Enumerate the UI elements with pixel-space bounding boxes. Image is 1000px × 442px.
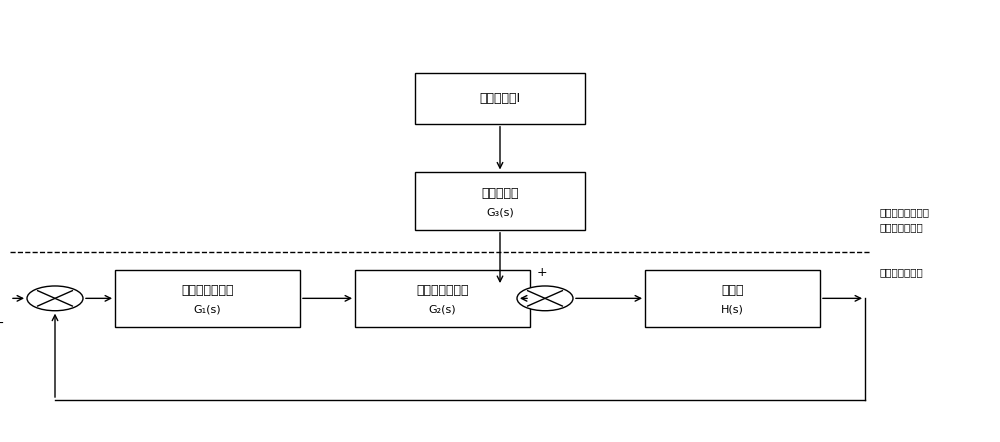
Bar — [355, 270, 530, 327]
Text: 气浮台控制算法: 气浮台控制算法 — [181, 284, 234, 297]
Text: G₃(s): G₃(s) — [486, 208, 514, 217]
Text: G₂(s): G₂(s) — [429, 305, 456, 315]
Circle shape — [27, 286, 83, 311]
Text: +: + — [537, 267, 548, 279]
Text: 电流生成器I: 电流生成器I — [479, 92, 521, 105]
Text: −: − — [0, 317, 4, 330]
Text: 气浮台: 气浮台 — [721, 284, 744, 297]
Bar — [415, 172, 585, 230]
Text: 干扰力矩模拟器: 干扰力矩模拟器 — [880, 223, 924, 232]
Circle shape — [517, 286, 573, 311]
Text: 气浮台试验系统: 气浮台试验系统 — [880, 267, 924, 277]
Text: G₁(s): G₁(s) — [194, 305, 221, 315]
Bar — [115, 270, 300, 327]
Text: 磁浮作动器: 磁浮作动器 — [481, 187, 519, 200]
Text: 基于磁浮作动器的: 基于磁浮作动器的 — [880, 207, 930, 217]
Bar — [645, 270, 820, 327]
Bar — [415, 73, 585, 124]
Text: 飞轮等执行机构: 飞轮等执行机构 — [416, 284, 469, 297]
Text: H(s): H(s) — [721, 305, 744, 315]
